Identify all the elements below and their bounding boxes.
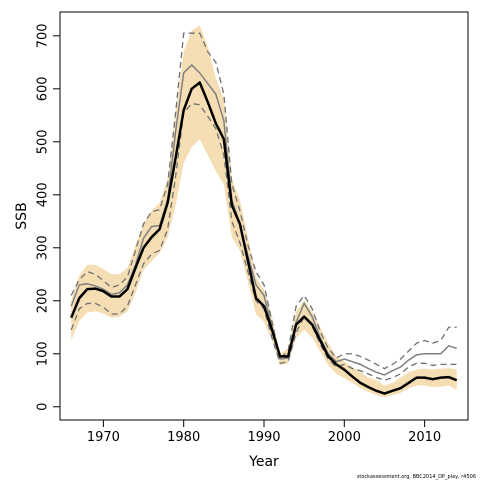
y-tick-label: 600: [36, 76, 51, 101]
source-footnote: stockassessment.org, BBC2014_DP_play, r4…: [357, 474, 476, 480]
reference-lower-line: [70, 102, 457, 381]
reference-mid-line: [70, 63, 457, 376]
reference-upper-line: [70, 32, 457, 370]
x-axis-title: Year: [248, 454, 279, 470]
y-tick-label: 100: [36, 341, 51, 366]
plot-frame: [59, 11, 469, 421]
y-tick-label: 700: [36, 23, 51, 48]
ssb-estimate-line: [70, 81, 458, 395]
axes: 1970 1980 1990 2000 2010 0 100 200 300 400 500 600 7…: [36, 11, 469, 445]
confidence-band: [71, 25, 457, 398]
plot-area: [70, 25, 458, 398]
y-tick-label: 200: [36, 288, 51, 313]
y-axis-title: SSB: [14, 202, 30, 229]
y-tick-label: 0: [36, 403, 51, 411]
y-tick-label: 400: [36, 182, 51, 207]
y-tick-label: 500: [36, 129, 51, 154]
x-tick-label: 2010: [408, 430, 441, 445]
y-tick-label: 300: [36, 235, 51, 260]
x-tick-label: 1980: [167, 430, 200, 445]
x-tick-label: 2000: [328, 430, 361, 445]
x-tick-label: 1970: [87, 430, 120, 445]
x-tick-label: 1990: [247, 430, 280, 445]
